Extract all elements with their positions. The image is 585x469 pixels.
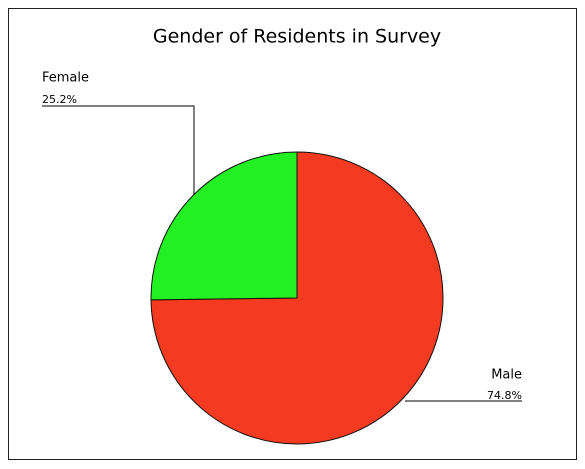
chart-title: Gender of Residents in Survey <box>153 26 441 48</box>
pie-slice <box>150 151 298 301</box>
leader-line <box>42 105 195 195</box>
slice-label: Female <box>42 71 89 86</box>
labels: Male 74.8% Female 25.2% <box>42 71 522 402</box>
slice-value-label: 25.2% <box>42 93 77 106</box>
slice-label: Male <box>491 368 522 383</box>
pie <box>150 151 444 445</box>
slice-value-label: 74.8% <box>487 389 522 402</box>
